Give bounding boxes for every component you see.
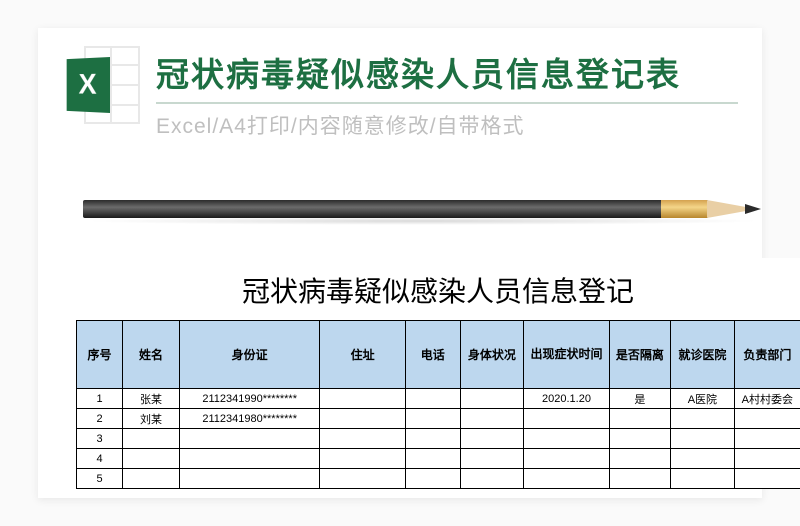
- cell: [460, 469, 524, 489]
- subtitle: Excel/A4打印/内容随意修改/自带格式: [156, 110, 738, 140]
- cell: 3: [77, 429, 123, 449]
- cell: A村村委会: [734, 389, 800, 409]
- cell: A医院: [671, 389, 735, 409]
- cell: [405, 469, 460, 489]
- excel-icon: X: [62, 46, 140, 124]
- cell: [320, 449, 406, 469]
- cell: 5: [77, 469, 123, 489]
- cell: [609, 409, 670, 429]
- cell: [123, 449, 180, 469]
- cell: [671, 449, 735, 469]
- cell: [460, 449, 524, 469]
- table-row: 4: [77, 449, 800, 469]
- col-header: 就诊医院: [671, 321, 735, 389]
- cell: 是: [609, 389, 670, 409]
- cell: [180, 429, 320, 449]
- cell: [734, 449, 800, 469]
- cell: [734, 469, 800, 489]
- col-header: 序号: [77, 321, 123, 389]
- col-header: 身份证: [180, 321, 320, 389]
- cell: [524, 429, 610, 449]
- table-body: 1 张某 2112341990******** 2020.1.20 是 A医院 …: [77, 389, 800, 489]
- cell: 2112341990********: [180, 389, 320, 409]
- col-header: 是否隔离: [609, 321, 670, 389]
- cell: [405, 389, 460, 409]
- cell: [734, 429, 800, 449]
- cell: [320, 429, 406, 449]
- title-block: 冠状病毒疑似感染人员信息登记表 Excel/A4打印/内容随意修改/自带格式: [156, 46, 738, 140]
- table-row: 1 张某 2112341990******** 2020.1.20 是 A医院 …: [77, 389, 800, 409]
- col-header: 住址: [320, 321, 406, 389]
- pencil-graphic: [83, 200, 778, 218]
- cell: [405, 449, 460, 469]
- cell: [460, 429, 524, 449]
- cell: [460, 409, 524, 429]
- col-header: 电话: [405, 321, 460, 389]
- cell: [180, 469, 320, 489]
- cell: [734, 409, 800, 429]
- cell: [180, 449, 320, 469]
- cell: [405, 429, 460, 449]
- data-table: 序号 姓名 身份证 住址 电话 身体状况 出现症状时间 是否隔离 就诊医院 负责…: [76, 320, 800, 489]
- cell: [320, 409, 406, 429]
- table-header-row: 序号 姓名 身份证 住址 电话 身体状况 出现症状时间 是否隔离 就诊医院 负责…: [77, 321, 800, 389]
- cell: [524, 449, 610, 469]
- sheet-title: 冠状病毒疑似感染人员信息登记: [76, 258, 800, 320]
- col-header: 出现症状时间: [524, 321, 610, 389]
- table-row: 5: [77, 469, 800, 489]
- cell: [460, 389, 524, 409]
- table-row: 2 刘某 2112341980********: [77, 409, 800, 429]
- col-header: 负责部门: [734, 321, 800, 389]
- cell: 4: [77, 449, 123, 469]
- cell: 张某: [123, 389, 180, 409]
- cell: [671, 409, 735, 429]
- cell: [320, 389, 406, 409]
- main-title: 冠状病毒疑似感染人员信息登记表: [156, 48, 738, 104]
- card-header: X 冠状病毒疑似感染人员信息登记表 Excel/A4打印/内容随意修改/自带格式: [38, 28, 762, 140]
- cell: [671, 469, 735, 489]
- cell: [609, 449, 670, 469]
- cell: [524, 409, 610, 429]
- excel-letter: X: [79, 68, 97, 101]
- cell: [671, 429, 735, 449]
- cell: [609, 469, 670, 489]
- cell: 1: [77, 389, 123, 409]
- cell: [123, 429, 180, 449]
- cell: 2020.1.20: [524, 389, 610, 409]
- cell: [123, 469, 180, 489]
- table-row: 3: [77, 429, 800, 449]
- cell: [405, 409, 460, 429]
- spreadsheet-preview: 冠状病毒疑似感染人员信息登记 序号 姓名 身份证 住址 电话 身体状况 出现症状…: [76, 258, 800, 489]
- cell: 刘某: [123, 409, 180, 429]
- cell: [320, 469, 406, 489]
- cell: [524, 469, 610, 489]
- template-card: X 冠状病毒疑似感染人员信息登记表 Excel/A4打印/内容随意修改/自带格式…: [38, 28, 762, 498]
- col-header: 姓名: [123, 321, 180, 389]
- cell: 2112341980********: [180, 409, 320, 429]
- cell: [609, 429, 670, 449]
- col-header: 身体状况: [460, 321, 524, 389]
- cell: 2: [77, 409, 123, 429]
